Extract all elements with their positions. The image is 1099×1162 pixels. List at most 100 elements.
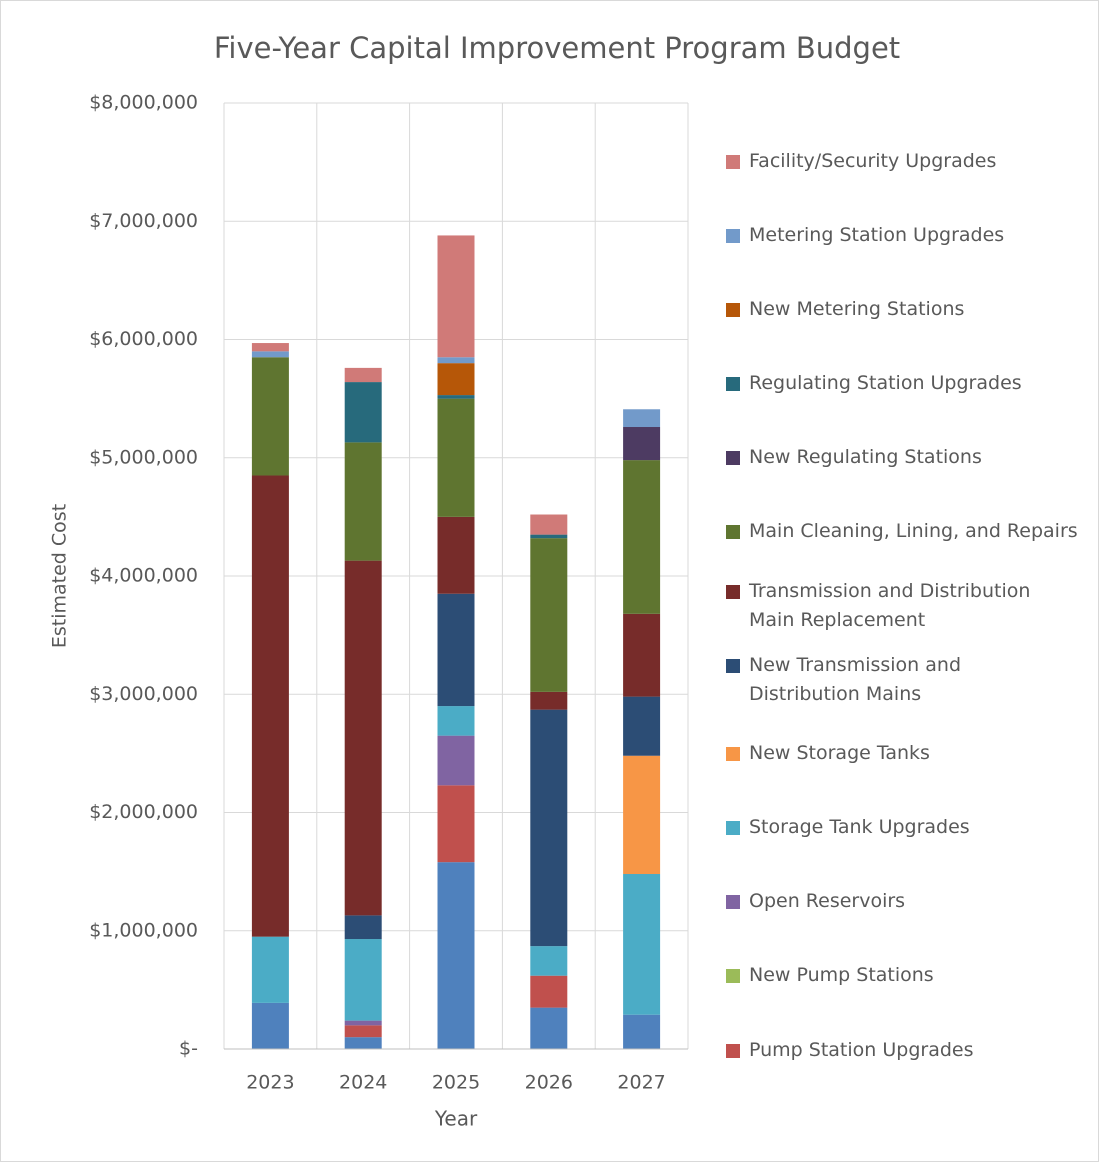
legend-swatch (726, 658, 740, 673)
y-tick-label: $3,000,000 (89, 683, 198, 705)
legend-item: Regulating Station Upgrades (726, 369, 1022, 398)
bar-segment (530, 534, 568, 539)
legend-item: Pump Station Upgrades (726, 1036, 974, 1065)
y-tick-label: $5,000,000 (89, 446, 198, 468)
legend-label: Regulating Station Upgrades (749, 371, 1022, 394)
bar-segment (344, 382, 382, 443)
x-tick-label: 2023 (246, 1072, 294, 1094)
legend-label: New Storage Tanks (749, 742, 930, 765)
legend-swatch (726, 154, 740, 169)
y-tick-label: $6,000,000 (89, 328, 198, 350)
bar-segment (530, 946, 568, 976)
bar-segment (623, 873, 661, 1015)
legend-swatch (726, 302, 740, 317)
bar-segment (437, 735, 475, 786)
legend-label: New Metering Stations (749, 297, 965, 320)
bar-segment (623, 613, 661, 697)
bar-segment (344, 1020, 382, 1026)
legend-label: Metering Station Upgrades (749, 223, 1005, 246)
bar-segment (437, 363, 475, 396)
legend-swatch (726, 584, 740, 599)
y-tick-label: $2,000,000 (89, 801, 198, 823)
bar-segment (344, 1025, 382, 1038)
y-tick-label: $4,000,000 (89, 565, 198, 587)
y-tick-label: $- (179, 1038, 198, 1060)
legend-item: New Regulating Stations (726, 443, 982, 472)
legend-label: Open Reservoirs (749, 890, 906, 913)
legend-swatch (726, 228, 740, 243)
legend-label: Main Cleaning, Lining, and Repairs (749, 519, 1078, 542)
legend-item: New Metering Stations (726, 295, 964, 324)
y-tick-label: $1,000,000 (89, 919, 198, 941)
bar-segment (251, 357, 289, 476)
x-tick-label: 2024 (339, 1072, 387, 1094)
legend-swatch (726, 821, 740, 836)
bar-segment (344, 560, 382, 916)
x-tick-label: 2025 (432, 1072, 480, 1094)
bar-segment (623, 1014, 661, 1049)
bar-segment (437, 785, 475, 863)
legend-item: New Transmission and Distribution Mains (726, 651, 1049, 709)
legend-item: Main Cleaning, Lining, and Repairs (726, 517, 1078, 546)
y-axis-label: Estimated Cost (49, 504, 71, 648)
bar-segment (437, 593, 475, 707)
bar-segment (530, 709, 568, 947)
legend-swatch (726, 895, 740, 910)
bar-segment (530, 1007, 568, 1049)
bar-segment (344, 442, 382, 561)
bar-segment (623, 755, 661, 874)
bar-segment (344, 915, 382, 940)
legend-label: Storage Tank Upgrades (749, 816, 970, 839)
legend-label: New Transmission and Distribution Mains (749, 653, 962, 705)
legend-item: Transmission and Distribution Main Repla… (726, 577, 1049, 635)
legend-swatch (726, 969, 740, 984)
bar-segment (530, 975, 568, 1008)
y-tick-label: $7,000,000 (89, 210, 198, 232)
legend-item: Metering Station Upgrades (726, 221, 1004, 250)
legend-item: New Pump Stations (726, 961, 934, 990)
bar-segment (437, 395, 475, 399)
bar-segment (623, 460, 661, 614)
legend-label: New Regulating Stations (749, 445, 982, 468)
bar-segment (437, 862, 475, 1049)
bar-segment (251, 1002, 289, 1049)
bar-segment (251, 475, 289, 937)
bar-segment (344, 939, 382, 1021)
legend-swatch (726, 450, 740, 465)
legend-label: New Pump Stations (749, 964, 934, 987)
legend-swatch (726, 747, 740, 762)
bar-segment (623, 409, 661, 428)
bar-segment (344, 367, 382, 383)
chart-title: Five-Year Capital Improvement Program Bu… (214, 31, 900, 65)
legend-item: Facility/Security Upgrades (726, 147, 996, 176)
bar-segment (437, 706, 475, 736)
legend-label: Pump Station Upgrades (749, 1038, 974, 1061)
bar-segment (437, 357, 475, 364)
legend-item: Storage Tank Upgrades (726, 813, 970, 842)
bar-segment (437, 398, 475, 517)
legend-label: Facility/Security Upgrades (749, 149, 997, 172)
bar-segment (623, 696, 661, 756)
legend-item: Open Reservoirs (726, 887, 905, 916)
bar-segment (530, 538, 568, 692)
bar-segment (437, 516, 475, 594)
bar-segment (623, 427, 661, 461)
bar-segment (437, 235, 475, 358)
bar-segment (530, 691, 568, 710)
bar-segment (344, 1037, 382, 1049)
x-axis-label: Year (434, 1107, 478, 1131)
bar-segment (251, 351, 289, 358)
legend-swatch (726, 1043, 740, 1058)
legend-label: Transmission and Distribution Main Repla… (749, 579, 1031, 631)
bar-segment (251, 936, 289, 1003)
legend-swatch (726, 524, 740, 539)
legend-item: New Storage Tanks (726, 739, 930, 768)
x-tick-label: 2027 (617, 1072, 665, 1094)
y-tick-label: $8,000,000 (89, 92, 198, 114)
bar-segment (251, 343, 289, 352)
bar-segment (530, 514, 568, 535)
x-tick-label: 2026 (525, 1072, 573, 1094)
legend-swatch (726, 376, 740, 391)
